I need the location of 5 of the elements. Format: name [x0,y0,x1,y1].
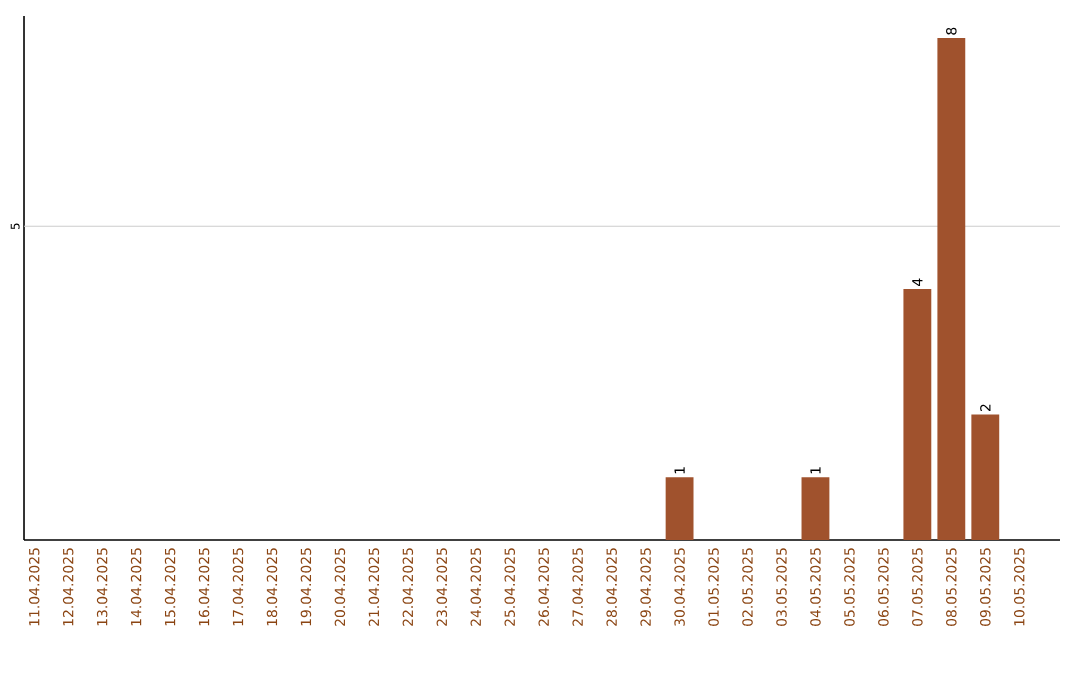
bar [971,414,1000,540]
bar [665,477,694,540]
bar [903,288,932,540]
bar [937,37,966,540]
bar [801,477,830,540]
